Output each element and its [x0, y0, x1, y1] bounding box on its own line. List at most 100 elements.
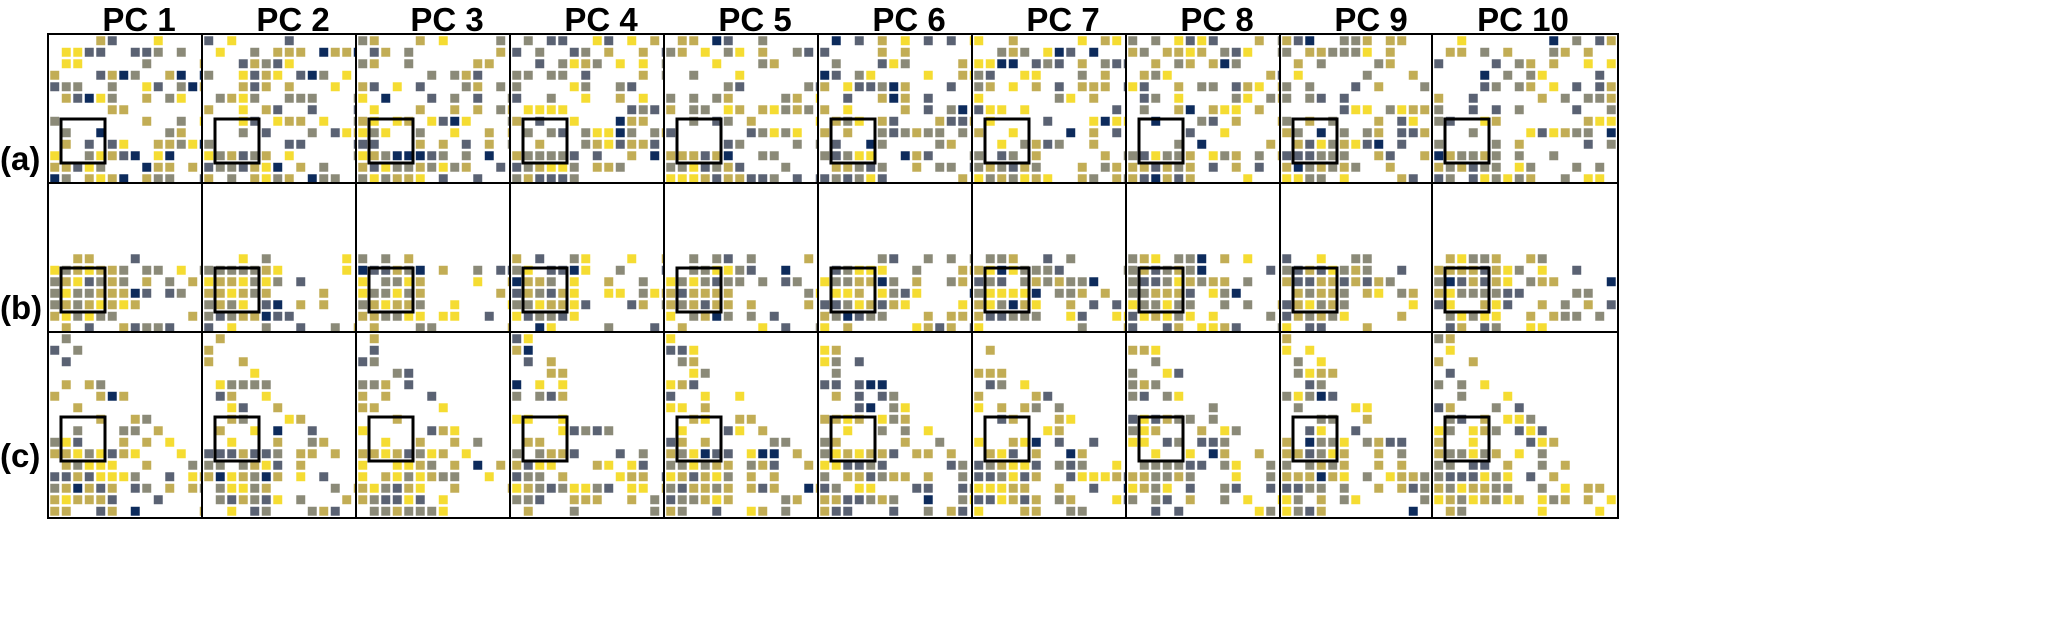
- heatmap-cell: [877, 116, 887, 126]
- heatmap-cell: [1054, 414, 1064, 424]
- heatmap-cell: [1282, 265, 1292, 275]
- heatmap-cell: [769, 483, 779, 493]
- heatmap-cell: [512, 70, 522, 80]
- heatmap-cell: [273, 47, 283, 57]
- heatmap-cell: [473, 277, 483, 287]
- heatmap-cell: [165, 323, 175, 333]
- heatmap-cell: [215, 288, 225, 298]
- heatmap-cell: [1008, 82, 1018, 92]
- heatmap-cell: [204, 162, 214, 172]
- heatmap-cell: [1595, 82, 1605, 92]
- heatmap-cell: [831, 311, 841, 321]
- heatmap-cell: [250, 483, 260, 493]
- heatmap-cell: [188, 483, 198, 493]
- heatmap-cell: [427, 460, 437, 470]
- heatmap-cell: [1583, 128, 1593, 138]
- heatmap-cell: [1220, 437, 1230, 447]
- heatmap-cell: [307, 174, 317, 184]
- heatmap-cell: [558, 449, 568, 459]
- heatmap-cell: [1293, 368, 1303, 378]
- heatmap-cell: [627, 82, 637, 92]
- heatmap-cell: [96, 151, 106, 161]
- heatmap-cell: [569, 174, 579, 184]
- heatmap-cell: [820, 47, 830, 57]
- heatmap-cell: [877, 391, 887, 401]
- heatmap-cell: [1243, 254, 1253, 264]
- heatmap-cell: [1031, 82, 1041, 92]
- heatmap-cell: [1282, 460, 1292, 470]
- heatmap-cell: [1374, 460, 1384, 470]
- heatmap-cell: [666, 472, 676, 482]
- heatmap-cell: [61, 265, 71, 275]
- heatmap-cell: [1572, 105, 1582, 115]
- heatmap-cell: [438, 174, 448, 184]
- heatmap-cell: [804, 483, 814, 493]
- heatmap-cell: [1351, 426, 1361, 436]
- heatmap-cell: [700, 437, 710, 447]
- heatmap-cell: [1457, 483, 1467, 493]
- heatmap-cell: [1420, 495, 1430, 505]
- heatmap-cell: [84, 47, 94, 57]
- heatmap-cell: [1328, 47, 1338, 57]
- heatmap-cell: [438, 472, 448, 482]
- heatmap-cell: [854, 151, 864, 161]
- heatmap-cell: [358, 82, 368, 92]
- heatmap-cell: [677, 277, 687, 287]
- heatmap-cell: [512, 174, 522, 184]
- heatmap-cell: [627, 254, 637, 264]
- heatmap-cell: [1266, 265, 1276, 275]
- heatmap-cell: [758, 59, 768, 69]
- heatmap-cell: [1480, 483, 1490, 493]
- heatmap-cell: [1339, 174, 1349, 184]
- heatmap-cell: [592, 59, 602, 69]
- heatmap-cell: [627, 495, 637, 505]
- heatmap-cell: [1480, 380, 1490, 390]
- heatmap-cell: [997, 311, 1007, 321]
- heatmap-cell: [1100, 82, 1110, 92]
- heatmap-cell: [227, 472, 237, 482]
- heatmap-cell: [958, 116, 968, 126]
- heatmap-cell: [473, 82, 483, 92]
- heatmap-cell: [523, 105, 533, 115]
- heatmap-cell: [666, 460, 676, 470]
- heatmap-cell: [142, 414, 152, 424]
- heatmap-cell: [61, 449, 71, 459]
- row-label: (c): [0, 437, 41, 474]
- heatmap-cell: [392, 300, 402, 310]
- heatmap-cell: [50, 116, 60, 126]
- heatmap-cell: [1043, 116, 1053, 126]
- heatmap-cell: [877, 82, 887, 92]
- heatmap-cell: [1185, 288, 1195, 298]
- heatmap-cell: [1208, 311, 1218, 321]
- heatmap-cell: [296, 495, 306, 505]
- heatmap-cell: [1162, 265, 1172, 275]
- heatmap-cell: [119, 151, 129, 161]
- heatmap-cell: [712, 311, 722, 321]
- heatmap-cell: [877, 414, 887, 424]
- heatmap-cell: [261, 82, 271, 92]
- heatmap-cell: [369, 59, 379, 69]
- heatmap-cell: [84, 449, 94, 459]
- heatmap-cell: [1445, 506, 1455, 516]
- heatmap-cell: [73, 162, 83, 172]
- heatmap-cell: [73, 345, 83, 355]
- heatmap-cell: [1208, 323, 1218, 333]
- heatmap-cell: [569, 116, 579, 126]
- heatmap-cell: [1197, 460, 1207, 470]
- heatmap-cell: [569, 151, 579, 161]
- heatmap-cell: [188, 311, 198, 321]
- heatmap-cell: [1008, 460, 1018, 470]
- heatmap-cell: [130, 449, 140, 459]
- heatmap-cell: [1351, 47, 1361, 57]
- heatmap-cell: [107, 506, 117, 516]
- heatmap-cell: [985, 70, 995, 80]
- heatmap-cell: [1162, 151, 1172, 161]
- heatmap-cell: [1420, 105, 1430, 115]
- heatmap-cell: [512, 495, 522, 505]
- heatmap-cell: [1043, 47, 1053, 57]
- heatmap-cell: [974, 472, 984, 482]
- heatmap-cell: [1526, 426, 1536, 436]
- heatmap-cell: [1305, 174, 1315, 184]
- heatmap-cell: [1351, 265, 1361, 275]
- heatmap-cell: [1572, 311, 1582, 321]
